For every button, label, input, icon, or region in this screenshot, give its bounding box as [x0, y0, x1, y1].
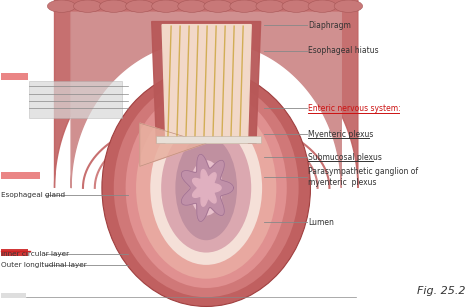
Ellipse shape: [100, 0, 128, 12]
FancyBboxPatch shape: [1, 293, 26, 298]
Text: Outer longitudinal layer: Outer longitudinal layer: [1, 262, 87, 269]
FancyBboxPatch shape: [1, 172, 40, 179]
Ellipse shape: [136, 97, 276, 279]
Text: Myenteric plexus: Myenteric plexus: [308, 130, 374, 139]
Ellipse shape: [126, 88, 287, 288]
Ellipse shape: [47, 0, 76, 12]
Ellipse shape: [190, 160, 223, 216]
Text: Esophageal hiatus: Esophageal hiatus: [308, 46, 379, 55]
Ellipse shape: [114, 79, 299, 297]
Polygon shape: [192, 170, 221, 206]
Polygon shape: [162, 25, 251, 143]
Ellipse shape: [126, 0, 154, 12]
Text: Inner circular layer: Inner circular layer: [1, 251, 69, 257]
Ellipse shape: [152, 0, 180, 12]
Ellipse shape: [161, 123, 251, 253]
Ellipse shape: [73, 0, 102, 12]
Text: Esophageal gland: Esophageal gland: [1, 192, 65, 198]
Polygon shape: [140, 123, 206, 166]
Text: Submucosal plexus: Submucosal plexus: [308, 152, 382, 162]
Ellipse shape: [282, 0, 310, 12]
FancyBboxPatch shape: [1, 73, 28, 80]
Polygon shape: [71, 12, 341, 188]
Ellipse shape: [204, 0, 232, 12]
Text: Diaphragm: Diaphragm: [308, 21, 351, 30]
FancyBboxPatch shape: [29, 81, 122, 118]
Text: Lumen: Lumen: [308, 218, 334, 227]
Text: Enteric nervous system:: Enteric nervous system:: [308, 104, 401, 113]
Ellipse shape: [175, 136, 237, 240]
Ellipse shape: [102, 69, 310, 306]
FancyBboxPatch shape: [1, 249, 28, 256]
FancyBboxPatch shape: [156, 136, 261, 143]
Ellipse shape: [256, 0, 284, 12]
Ellipse shape: [178, 0, 206, 12]
Ellipse shape: [308, 0, 337, 12]
Ellipse shape: [150, 111, 262, 265]
FancyBboxPatch shape: [0, 0, 133, 308]
Polygon shape: [55, 0, 358, 188]
Ellipse shape: [230, 0, 258, 12]
Text: Fig. 25.2: Fig. 25.2: [417, 286, 465, 296]
Ellipse shape: [334, 0, 363, 12]
Text: Parasympathetic ganglion of
myenteric  plexus: Parasympathetic ganglion of myenteric pl…: [308, 168, 418, 187]
Polygon shape: [152, 22, 261, 143]
Polygon shape: [182, 154, 234, 221]
